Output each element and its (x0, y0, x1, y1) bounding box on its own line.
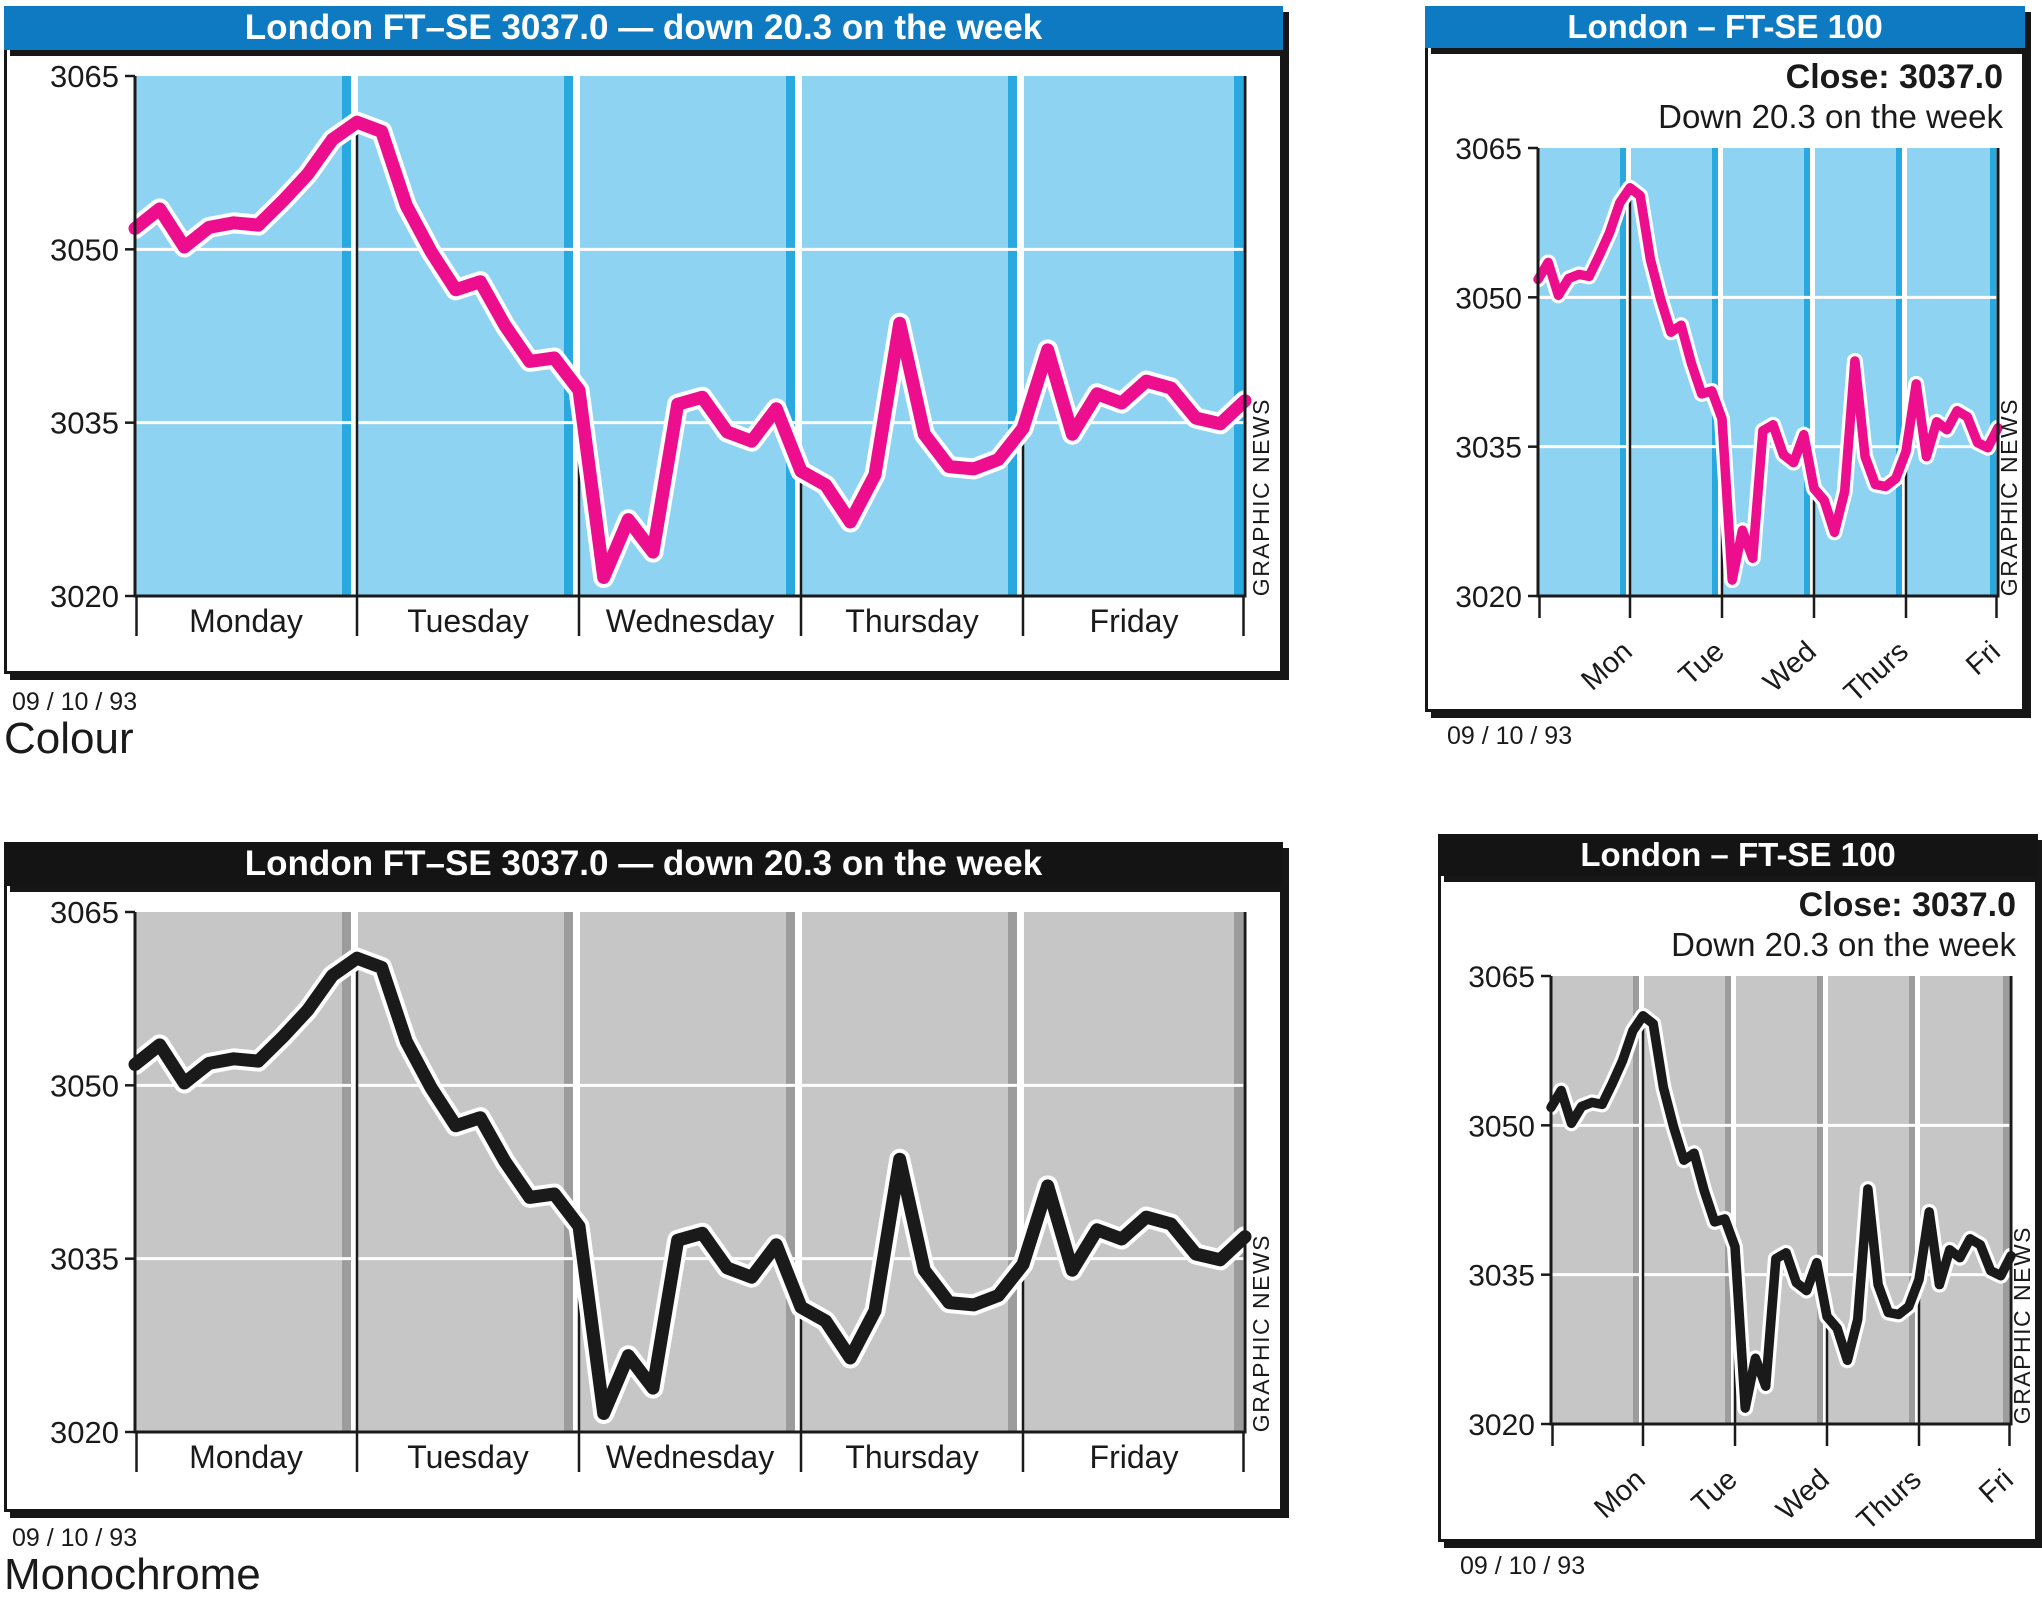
svg-text:3050: 3050 (1455, 282, 1522, 315)
svg-text:3020: 3020 (50, 1415, 119, 1450)
svg-text:Wednesday: Wednesday (606, 1439, 774, 1475)
svg-text:3065: 3065 (1468, 961, 1535, 994)
svg-text:Wed: Wed (1757, 635, 1822, 698)
svg-text:3065: 3065 (1455, 133, 1522, 166)
credit-graphic-news: GRAPHIC NEWS (1248, 397, 1274, 596)
svg-text:Tuesday: Tuesday (407, 603, 529, 639)
chart-title-bar: London FT–SE 3037.0 — down 20.3 on the w… (4, 842, 1283, 886)
svg-text:3065: 3065 (50, 59, 119, 94)
svg-text:3020: 3020 (50, 579, 119, 614)
svg-text:3035: 3035 (1455, 432, 1522, 465)
svg-text:3035: 3035 (50, 406, 119, 441)
chart-title: London FT–SE 3037.0 — down 20.3 on the w… (244, 8, 1043, 47)
chart-title-bar: London – FT-SE 100 (1438, 834, 2038, 876)
chart-title-bar: London FT–SE 3037.0 — down 20.3 on the w… (4, 6, 1283, 50)
week-change-label: Down 20.3 on the week (1671, 926, 2016, 963)
svg-text:3065: 3065 (50, 895, 119, 930)
svg-text:Friday: Friday (1090, 603, 1179, 639)
date-label: 09 / 10 / 93 (12, 688, 138, 716)
svg-text:Mon: Mon (1575, 635, 1638, 697)
svg-text:Monday: Monday (189, 603, 303, 639)
panel-mono-large: London FT–SE 3037.0 — down 20.3 on the w… (4, 842, 1283, 1512)
svg-text:3020: 3020 (1455, 581, 1522, 614)
chart-canvas-mono-small: 3065 3050 3035 3020 Mon Tue Wed Thurs Fri (1468, 961, 2020, 1537)
svg-text:3050: 3050 (50, 1068, 119, 1103)
svg-text:Tuesday: Tuesday (407, 1439, 529, 1475)
svg-text:3020: 3020 (1468, 1409, 1535, 1442)
svg-text:Thursday: Thursday (845, 603, 978, 639)
credit-graphic-news: GRAPHIC NEWS (1248, 1233, 1274, 1432)
chart-title: London – FT-SE 100 (1567, 8, 1883, 45)
date-label: 09 / 10 / 93 (1447, 722, 1573, 750)
chart-title: London FT–SE 3037.0 — down 20.3 on the w… (244, 844, 1043, 883)
svg-text:Fri: Fri (1960, 635, 2007, 681)
chart-title: London – FT-SE 100 (1580, 836, 1896, 873)
panel-colour-small: London – FT-SE 100 Close: 3037.0 Down 20… (1425, 6, 2025, 712)
date-label: 09 / 10 / 93 (12, 1524, 138, 1552)
svg-text:Thursday: Thursday (845, 1439, 978, 1475)
chart-canvas-colour-large: 3065 3050 3035 3020 Monday Tuesday Wednesday Th… (50, 59, 1256, 639)
close-value-label: Close: 3037.0 (1798, 886, 2016, 924)
chart-title-bar: London – FT-SE 100 (1425, 6, 2025, 48)
week-change-label: Down 20.3 on the week (1658, 98, 2003, 135)
svg-text:Wednesday: Wednesday (606, 603, 774, 639)
svg-text:Tue: Tue (1686, 1463, 1744, 1520)
chart-canvas-colour-small: 3065 3050 3035 3020 Mon Tue Wed Thurs Fri (1455, 133, 2007, 709)
svg-text:Thurs: Thurs (1851, 1463, 1928, 1536)
svg-text:Fri: Fri (1973, 1463, 2020, 1509)
svg-text:Tue: Tue (1673, 635, 1731, 692)
panel-colour-large: London FT–SE 3037.0 — down 20.3 on the w… (4, 6, 1283, 674)
panel-mono-small: London – FT-SE 100 Close: 3037.0 Down 20… (1438, 834, 2038, 1542)
chart-canvas-mono-large: 3065 3050 3035 3020 Monday Tuesday Wednesday Th… (50, 895, 1256, 1475)
credit-graphic-news: GRAPHIC NEWS (1996, 397, 2022, 596)
caption-monochrome: Monochrome (4, 1550, 261, 1599)
close-value-label: Close: 3037.0 (1785, 58, 2003, 96)
svg-text:3050: 3050 (50, 232, 119, 267)
caption-colour: Colour (4, 714, 134, 763)
svg-text:3035: 3035 (1468, 1260, 1535, 1293)
date-label: 09 / 10 / 93 (1460, 1552, 1586, 1580)
svg-text:Friday: Friday (1090, 1439, 1179, 1475)
svg-text:Wed: Wed (1770, 1463, 1835, 1526)
svg-text:Thurs: Thurs (1838, 635, 1915, 708)
svg-text:Monday: Monday (189, 1439, 303, 1475)
credit-graphic-news: GRAPHIC NEWS (2009, 1225, 2035, 1424)
svg-text:3035: 3035 (50, 1242, 119, 1277)
svg-text:Mon: Mon (1588, 1463, 1651, 1525)
svg-text:3050: 3050 (1468, 1110, 1535, 1143)
